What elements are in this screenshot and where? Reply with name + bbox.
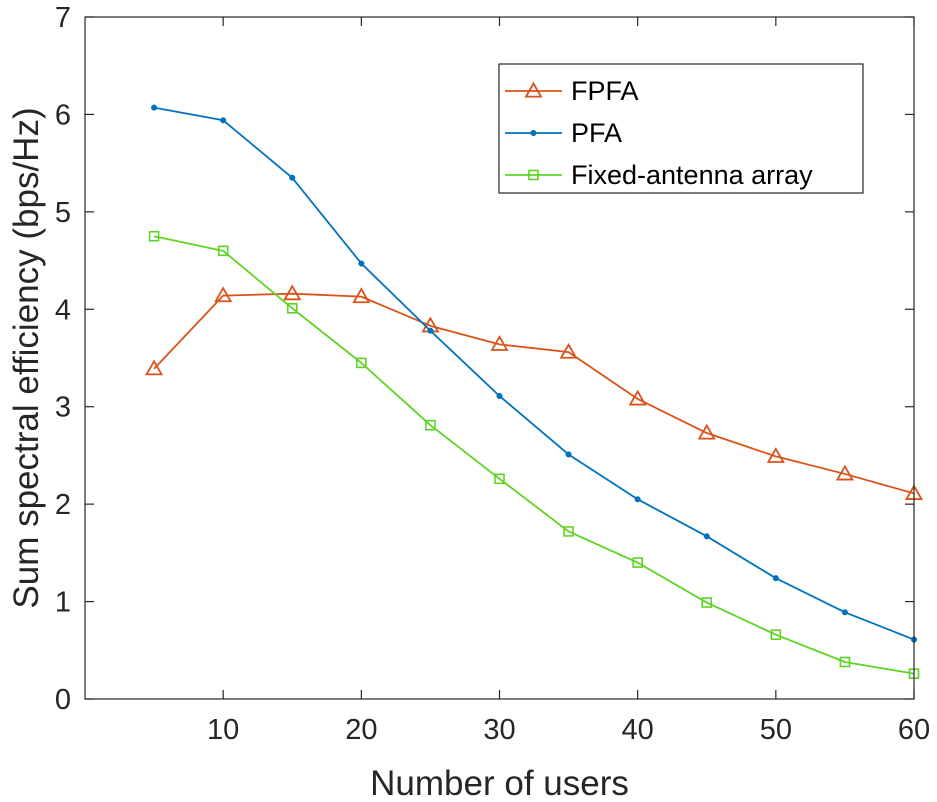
data-point-pfa [496,392,503,400]
x-tick-label: 20 [345,714,377,746]
legend-label-fixed-antenna-array: Fixed-antenna array [571,160,813,190]
series-line-pfa [153,106,915,641]
data-point-fixed-antenna-array [563,526,574,537]
data-point-pfa [703,533,710,540]
series-layer [145,104,924,679]
data-point-fpfa [214,286,233,303]
series-line-fixed-antenna-array [153,235,915,675]
data-point-fixed-antenna-array [770,629,782,640]
y-tick-label: 6 [55,99,71,131]
data-point-pfa [427,327,434,334]
data-point-fpfa [145,359,164,376]
y-tick-label: 5 [55,197,71,229]
legend-marker-fpfa [524,81,543,98]
x-axis-title: Number of users [370,764,629,802]
legend: FPFA PFA Fixed-antenna array [498,63,864,194]
x-tick-label: 10 [207,714,239,746]
data-point-fixed-antenna-array [286,303,298,314]
data-point-pfa [634,496,641,503]
data-point-fixed-antenna-array [839,656,851,668]
data-point-fpfa [283,284,302,301]
y-tick-label: 0 [55,684,71,716]
y-tick-label: 3 [55,392,71,424]
data-point-pfa [772,575,779,582]
y-tick-label: 7 [55,2,71,34]
y-axis-title: Sum spectral efficiency (bps/Hz) [7,107,46,608]
data-point-fpfa [559,342,578,359]
data-point-fpfa [766,447,785,463]
data-point-fixed-antenna-array [494,473,505,485]
y-tick-label: 4 [55,294,71,326]
legend-marker-pfa [530,129,537,137]
data-point-pfa [289,174,296,181]
series-line-fpfa [153,292,915,495]
y-tick-label: 1 [55,587,71,619]
data-point-pfa [358,260,365,267]
data-point-pfa [841,609,848,616]
data-point-fixed-antenna-array [356,357,367,369]
legend-marker-fixed-antenna-array [528,169,539,181]
data-point-fixed-antenna-array [217,245,229,257]
legend-box [498,63,864,194]
x-tick-label: 50 [760,714,792,746]
x-tick-label: 40 [622,714,654,746]
legend-label-fpfa: FPFA [571,76,639,106]
data-point-fpfa [490,335,509,351]
data-point-fpfa [835,464,854,481]
tick-layer: 10 20 30 40 50 60 0 1 2 3 4 5 6 7 [55,2,930,746]
data-point-fpfa [697,423,716,440]
x-tick-label: 30 [483,714,515,746]
data-point-fpfa [628,389,647,406]
data-point-fixed-antenna-array [425,419,436,431]
data-point-pfa [220,117,227,124]
data-point-pfa [151,104,158,111]
data-point-fixed-antenna-array [148,230,160,242]
y-tick-label: 2 [55,489,71,521]
data-point-pfa [565,451,572,458]
x-tick-label: 60 [898,714,930,746]
data-point-fixed-antenna-array [701,597,713,608]
legend-label-pfa: PFA [571,118,622,148]
data-point-fixed-antenna-array [632,557,643,568]
data-point-fpfa [352,287,371,304]
